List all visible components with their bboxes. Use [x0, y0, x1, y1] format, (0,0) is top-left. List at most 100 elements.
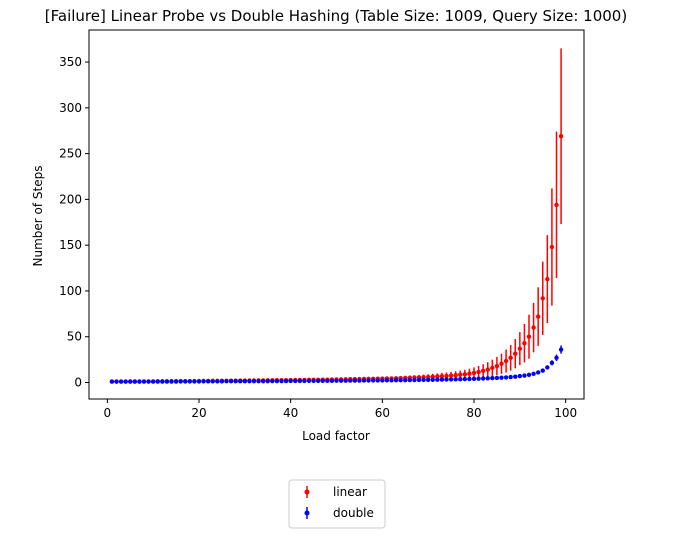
data-point [462, 376, 468, 382]
data-point [228, 379, 234, 384]
data-point [196, 379, 202, 384]
legend-box [288, 479, 386, 529]
y-axis-label: Number of Steps [31, 166, 45, 267]
data-point [458, 372, 463, 377]
data-point [334, 378, 339, 383]
data-point [476, 376, 481, 381]
data-point [517, 346, 523, 351]
data-point [141, 379, 147, 384]
data-point [435, 377, 440, 382]
data-point [453, 377, 458, 382]
x-tick-label: 20 [191, 406, 206, 420]
x-tick-label: 0 [104, 406, 112, 420]
data-point [251, 378, 257, 384]
data-point [173, 379, 179, 384]
data-point [201, 379, 206, 384]
data-point [128, 379, 133, 384]
data-point [118, 379, 124, 384]
data-point [526, 372, 532, 378]
data-point [247, 378, 252, 384]
x-tick-label: 80 [466, 406, 481, 420]
data-point [499, 375, 504, 380]
legend: linear double [288, 479, 386, 529]
data-point [448, 373, 454, 378]
data-point [178, 379, 183, 384]
data-point [549, 244, 555, 250]
data-point [361, 378, 367, 383]
data-point [471, 370, 477, 376]
data-point [306, 378, 312, 384]
data-point [169, 379, 174, 384]
data-point [283, 378, 289, 384]
data-point [114, 379, 119, 384]
data-point [375, 378, 380, 383]
data-point [393, 378, 399, 383]
data-point [160, 379, 165, 384]
data-point [311, 378, 316, 384]
data-point [150, 379, 156, 384]
data-point [297, 378, 303, 384]
axes: 0 20 40 60 80 100 0 50 100 150 200 250 300 350 [59, 29, 585, 420]
data-point [549, 360, 555, 366]
data-point [444, 377, 449, 382]
x-tick-label: 40 [283, 406, 298, 420]
data-point [485, 367, 490, 372]
legend-entry-double: double [304, 506, 374, 520]
data-point [242, 379, 248, 384]
data-point [215, 379, 220, 384]
y-tick-label: 0 [74, 376, 82, 390]
y-tick-label: 250 [59, 147, 82, 161]
data-point [425, 377, 431, 383]
y-tick-label: 100 [59, 284, 82, 298]
data-point [494, 375, 500, 381]
data-point [274, 378, 280, 384]
data-point [531, 371, 536, 377]
data-point [535, 370, 541, 375]
data-point [407, 377, 413, 383]
data-point [146, 379, 151, 384]
legend-label: linear [333, 485, 367, 499]
y-tick-label: 300 [59, 101, 82, 115]
data-point [403, 377, 408, 383]
data-point [558, 347, 564, 352]
data-point [517, 373, 523, 379]
data-point [155, 379, 160, 384]
data-point [508, 374, 513, 380]
data-point [540, 296, 545, 301]
data-point [293, 378, 298, 384]
data-point [238, 379, 243, 384]
y-tick-label: 150 [59, 238, 82, 252]
legend-marker [304, 489, 310, 495]
plot-area [109, 48, 564, 384]
data-point [256, 378, 261, 384]
data-point [480, 376, 486, 381]
data-point [458, 377, 463, 382]
data-point [439, 374, 445, 379]
data-point [366, 378, 371, 383]
data-point [265, 378, 270, 384]
data-point [513, 351, 518, 356]
series-double [109, 345, 564, 384]
data-point [545, 365, 550, 370]
data-point [444, 373, 449, 379]
data-point [380, 378, 385, 383]
data-point [471, 376, 477, 382]
data-point [508, 355, 513, 360]
data-point [462, 372, 468, 377]
data-point [137, 379, 142, 384]
legend-marker [304, 510, 310, 516]
data-point [398, 378, 403, 383]
data-point [370, 378, 376, 383]
data-point [412, 377, 417, 383]
data-point [503, 358, 509, 364]
data-point [430, 374, 435, 379]
data-point [315, 378, 321, 384]
data-point [490, 375, 495, 381]
data-point [325, 378, 330, 383]
data-point [416, 377, 422, 383]
data-point [270, 378, 275, 384]
data-point [384, 378, 390, 383]
data-point [448, 377, 454, 382]
data-point [109, 379, 115, 384]
